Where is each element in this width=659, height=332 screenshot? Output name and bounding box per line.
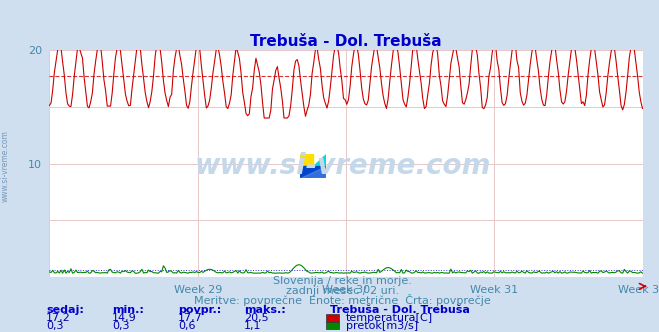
Text: temperatura[C]: temperatura[C] bbox=[346, 313, 433, 323]
Text: 17,7: 17,7 bbox=[178, 313, 203, 323]
Text: pretok[m3/s]: pretok[m3/s] bbox=[346, 321, 418, 331]
Polygon shape bbox=[313, 154, 326, 166]
Text: 0,6: 0,6 bbox=[178, 321, 196, 331]
Text: 0,3: 0,3 bbox=[46, 321, 64, 331]
Text: 0,3: 0,3 bbox=[112, 321, 130, 331]
Text: 20,5: 20,5 bbox=[244, 313, 268, 323]
Text: sedaj:: sedaj: bbox=[46, 305, 84, 315]
Text: Slovenija / reke in morje.: Slovenija / reke in morje. bbox=[273, 276, 412, 286]
Bar bbox=[300, 166, 326, 178]
Text: Trebuša - Dol. Trebuša: Trebuša - Dol. Trebuša bbox=[330, 305, 469, 315]
Text: www.si-vreme.com: www.si-vreme.com bbox=[194, 152, 491, 180]
Bar bbox=[300, 154, 313, 166]
Text: 17,2: 17,2 bbox=[46, 313, 71, 323]
Text: www.si-vreme.com: www.si-vreme.com bbox=[1, 130, 10, 202]
Title: Trebuša - Dol. Trebuša: Trebuša - Dol. Trebuša bbox=[250, 34, 442, 48]
Text: 14,9: 14,9 bbox=[112, 313, 137, 323]
Text: maks.:: maks.: bbox=[244, 305, 285, 315]
Text: zadnji mesec / 2 uri.: zadnji mesec / 2 uri. bbox=[286, 286, 399, 296]
Text: Meritve: povprečne  Enote: metrične  Črta: povprečje: Meritve: povprečne Enote: metrične Črta:… bbox=[194, 294, 491, 306]
Text: min.:: min.: bbox=[112, 305, 144, 315]
Polygon shape bbox=[300, 166, 326, 178]
Text: povpr.:: povpr.: bbox=[178, 305, 221, 315]
Text: 1,1: 1,1 bbox=[244, 321, 262, 331]
